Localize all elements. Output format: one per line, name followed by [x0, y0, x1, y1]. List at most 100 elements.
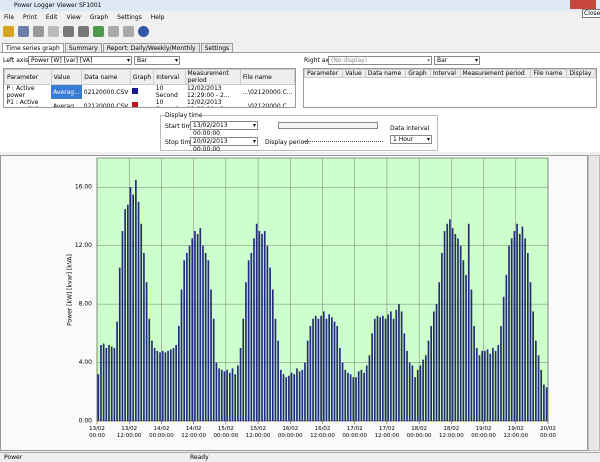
- left-axis-label: Left axis:: [3, 57, 31, 64]
- bar: [118, 267, 121, 421]
- column-header: Parameter: [4, 69, 52, 85]
- bar: [400, 311, 403, 421]
- table-cell: P1 : Active power CH1: [6, 99, 40, 107]
- x-tick-label: 19/02 12:00:00: [503, 426, 529, 439]
- bar: [177, 326, 180, 421]
- left-graph-select[interactable]: Bar: [134, 56, 180, 65]
- bar: [113, 347, 116, 421]
- bar: [446, 223, 449, 421]
- bar: [492, 347, 494, 421]
- menu-item[interactable]: View: [66, 14, 81, 21]
- tab[interactable]: Report: Daily/Weekly/Monthly: [102, 43, 200, 53]
- bar: [349, 374, 352, 421]
- bar: [502, 296, 505, 421]
- stop-input[interactable]: 20/02/2013 00:00:00: [190, 137, 258, 153]
- bar: [521, 226, 524, 421]
- tab[interactable]: Time series graph: [2, 43, 64, 53]
- y-tick-label: 16.00: [75, 184, 92, 191]
- period-slider[interactable]: [303, 141, 383, 142]
- bar: [470, 289, 473, 421]
- close-button[interactable]: [570, 0, 596, 9]
- tab[interactable]: Summary: [64, 43, 102, 53]
- bar: [167, 350, 169, 421]
- save-icon[interactable]: [18, 26, 29, 37]
- bar: [540, 369, 543, 421]
- x-tick-label: 14/02 12:00:00: [181, 426, 206, 439]
- bar: [508, 245, 510, 421]
- bar: [116, 321, 118, 421]
- bar: [438, 282, 441, 421]
- help-icon[interactable]: [138, 26, 149, 37]
- table-cell: 12/02/2013 12:29:00 - 2...: [187, 99, 229, 107]
- start-input[interactable]: 13/02/2013 00:00:00: [190, 121, 258, 137]
- menu-item[interactable]: Edit: [45, 14, 58, 21]
- bar: [513, 231, 516, 421]
- bar: [443, 231, 446, 421]
- menu-item[interactable]: Help: [150, 14, 165, 21]
- left-axis-select[interactable]: Power [W] [var] [VA]: [28, 56, 132, 65]
- bar: [234, 374, 237, 421]
- bar: [226, 369, 228, 421]
- tab[interactable]: Settings: [200, 43, 234, 53]
- bar: [228, 372, 231, 421]
- bar: [371, 333, 373, 421]
- bar: [376, 315, 379, 421]
- cursor-icon[interactable]: [108, 26, 119, 37]
- save-as-icon[interactable]: [33, 26, 44, 37]
- column-header: Graph: [129, 69, 155, 85]
- x-tick-label: 14/02 00:00:00: [149, 426, 174, 439]
- bar: [100, 345, 102, 421]
- bar: [317, 318, 320, 421]
- open-icon[interactable]: [3, 26, 14, 37]
- bar: [457, 238, 459, 421]
- bar: [110, 346, 113, 421]
- table-row[interactable]: P1 : Active power CH1 Averag...02120000.C…: [5, 99, 295, 107]
- menu-item[interactable]: Graph: [89, 14, 109, 21]
- menu-item[interactable]: Settings: [117, 14, 142, 21]
- menu-item[interactable]: File: [4, 14, 15, 21]
- interval-select[interactable]: 1 Hour: [390, 135, 432, 144]
- bar: [215, 362, 218, 421]
- bar: [180, 289, 183, 421]
- bar: [306, 340, 309, 421]
- bar: [255, 223, 258, 421]
- table-cell: 02120000.CSV: [83, 88, 129, 96]
- bar: [473, 326, 475, 421]
- bar: [339, 347, 341, 421]
- bar: [322, 311, 325, 421]
- left-table: Parameter Value Data name Graph Interval Meas…: [3, 68, 296, 108]
- column-header: Value: [50, 69, 83, 85]
- bar: [475, 347, 478, 421]
- y-tick-label: 8.00: [79, 301, 93, 308]
- scroll-slider[interactable]: [278, 122, 378, 129]
- bar: [212, 318, 215, 421]
- graph-swatch: [132, 102, 139, 107]
- menu-bar: File Print Edit View Graph Settings Help: [4, 14, 173, 21]
- menu-item[interactable]: Print: [23, 14, 37, 21]
- bar: [309, 326, 312, 421]
- y-tick-label: 4.00: [79, 359, 93, 366]
- print-icon[interactable]: [63, 26, 74, 37]
- bar: [357, 371, 360, 421]
- right-axis-select[interactable]: (No display): [328, 56, 432, 65]
- bar: [535, 340, 537, 421]
- stop-label: Stop time:: [165, 139, 197, 146]
- zoom-icon[interactable]: [123, 26, 134, 37]
- bar: [344, 369, 347, 421]
- table-row[interactable]: P : Active power Averag... 02120000.CSV 10 …: [5, 84, 295, 99]
- preview-icon[interactable]: [78, 26, 89, 37]
- bar: [532, 311, 535, 421]
- bar: [433, 311, 435, 421]
- copy-icon[interactable]: [48, 26, 59, 37]
- bar: [500, 326, 502, 421]
- bar: [365, 365, 368, 421]
- bar: [188, 245, 191, 421]
- column-header: Data name: [364, 69, 407, 78]
- bar: [435, 304, 438, 421]
- export-icon[interactable]: [93, 26, 104, 37]
- close-tooltip: Close: [582, 9, 600, 18]
- right-graph-select[interactable]: Bar: [434, 56, 480, 65]
- table-cell: ...\02120000.C...: [242, 88, 293, 96]
- graph-cell: [130, 99, 153, 107]
